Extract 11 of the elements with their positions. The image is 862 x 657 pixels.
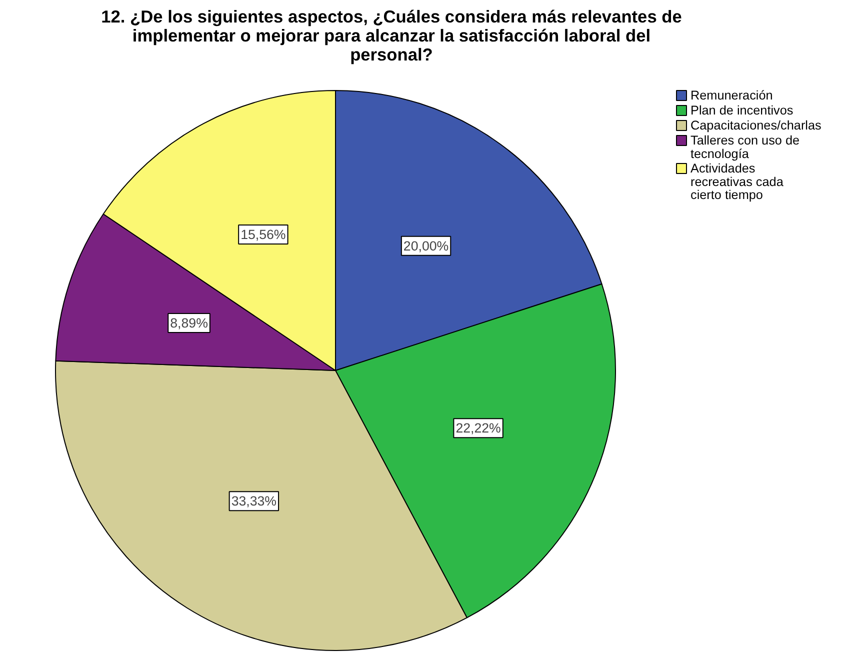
data-label: 33,33% — [231, 494, 277, 509]
data-label: 8,89% — [170, 315, 208, 330]
legend-label: Talleres con uso de tecnología — [690, 134, 800, 161]
chart-title: 12. ¿De los siguientes aspectos, ¿Cuáles considera más relevantes de implementar o mejorar para alcanzar la satisfacción laboral del personal? — [101, 6, 682, 64]
legend-label: Actividades recreativas cada cierto tiempo — [690, 162, 784, 202]
data-label: 15,56% — [240, 227, 286, 242]
legend-label: Remuneración — [690, 88, 773, 102]
data-label: 22,22% — [456, 420, 502, 436]
legend-label: Plan de incentivos — [690, 104, 794, 118]
data-label: 20,00% — [403, 238, 449, 254]
legend-label: Capacitaciones/charlas — [690, 118, 822, 132]
